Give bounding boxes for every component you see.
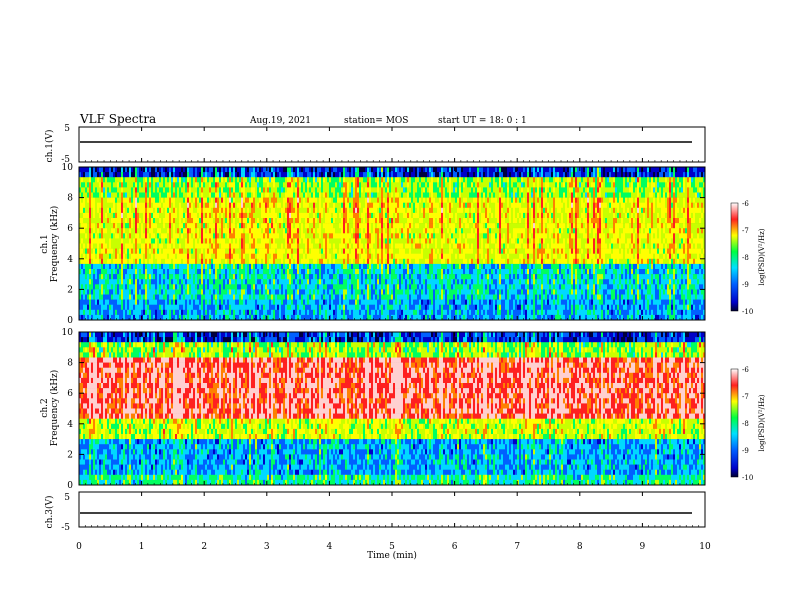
x-tick-label: 0: [76, 542, 82, 552]
ch3-waveform-ylabel: ch.3(V): [44, 496, 55, 529]
ch1-ytick-bottom: -5: [61, 155, 70, 165]
ch1-frequency-label: Frequency (kHz): [49, 206, 60, 283]
colorbar-tick-label: -8: [742, 254, 749, 262]
ch1-ytick-top: 5: [64, 124, 70, 134]
x-axis-label: Time (min): [367, 550, 417, 561]
colorbar-tick-label: -7: [742, 227, 749, 235]
freq-tick-label: 10: [62, 163, 74, 173]
freq-tick-label: 4: [67, 255, 73, 265]
ch1-spectrogram-image: [79, 167, 705, 320]
freq-tick-label: 0: [67, 481, 73, 491]
ch1-waveform-frame: [78, 126, 706, 163]
ch1-colorbar: [730, 202, 739, 312]
colorbar-tick-label: -7: [742, 393, 749, 401]
ch2-colorbar: [730, 368, 739, 478]
x-tick-label: 6: [452, 542, 458, 552]
x-tick-label: 2: [201, 542, 207, 552]
x-tick-label: 10: [699, 542, 711, 552]
ch1-colorbar-label: log(PSD)(V²/Hz): [758, 228, 766, 285]
x-tick-label: 4: [327, 542, 333, 552]
colorbar-tick-label: -9: [742, 281, 749, 289]
x-tick-label: 9: [640, 542, 646, 552]
freq-tick-label: 8: [67, 194, 73, 204]
ch3-waveform-frame: [78, 491, 706, 528]
colorbar-tick-label: -6: [742, 366, 749, 374]
ch2-colorbar-label: log(PSD)(V²/Hz): [758, 394, 766, 451]
colorbar-tick-label: -6: [742, 200, 749, 208]
freq-tick-label: 6: [67, 224, 73, 234]
ch1-channel-label: ch.1: [40, 234, 50, 253]
x-tick-label: 3: [264, 542, 270, 552]
figure-title: VLF Spectra: [79, 112, 156, 126]
freq-tick-label: 6: [67, 389, 73, 399]
colorbar-tick-label: -9: [742, 447, 749, 455]
freq-tick-label: 2: [67, 285, 73, 295]
colorbar-tick-label: -8: [742, 420, 749, 428]
ch2-spectrogram-image: [79, 332, 705, 485]
x-tick-label: 8: [577, 542, 583, 552]
ch2-channel-label: ch.2: [40, 398, 50, 417]
colorbar-tick-label: -10: [742, 474, 753, 482]
freq-tick-label: 0: [67, 316, 73, 326]
date-label: Aug.19, 2021: [249, 116, 311, 126]
ch2-frequency-label: Frequency (kHz): [49, 370, 60, 447]
freq-tick-label: 4: [67, 420, 73, 430]
colorbar-tick-label: -10: [742, 308, 753, 316]
ch3-ytick-top: 5: [64, 493, 70, 503]
x-tick-label: 1: [139, 542, 145, 552]
x-tick-label: 7: [514, 542, 520, 552]
x-tick-label: 5: [389, 542, 395, 552]
station-label: station= MOS: [344, 116, 408, 126]
ch1-waveform-ylabel: ch.1(V): [44, 130, 55, 163]
freq-tick-label: 10: [62, 328, 74, 338]
start-time-label: start UT = 18: 0 : 1: [438, 116, 527, 126]
freq-tick-label: 8: [67, 359, 73, 369]
ch3-ytick-bottom: -5: [61, 523, 70, 533]
freq-tick-label: 2: [67, 450, 73, 460]
